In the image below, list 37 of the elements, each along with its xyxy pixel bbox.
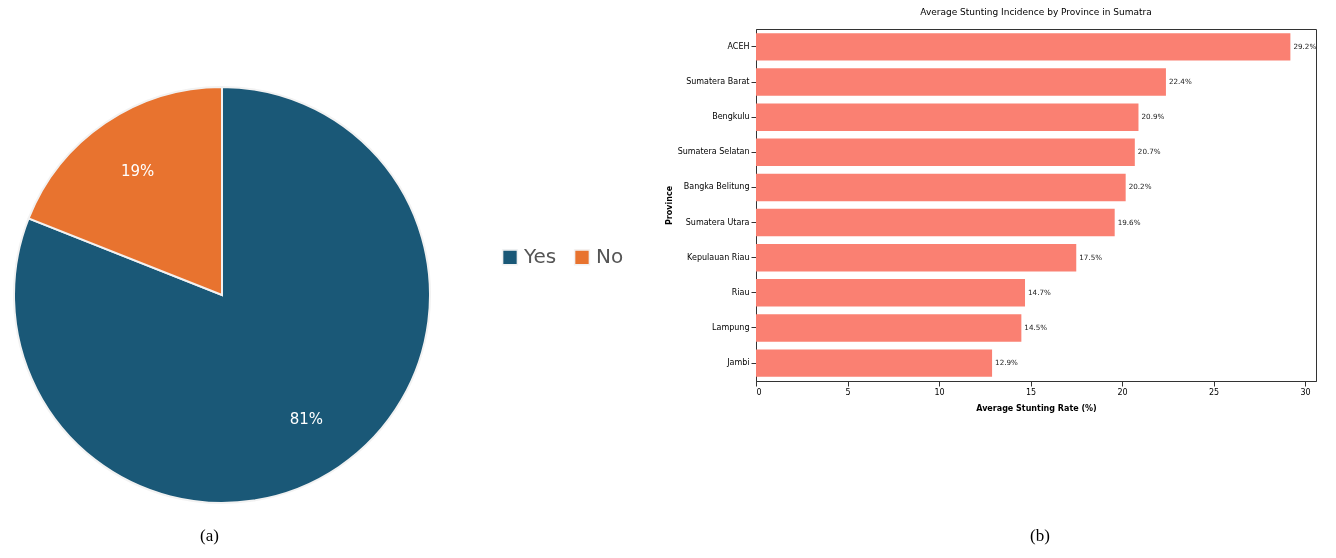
- legend-label: No: [596, 244, 624, 269]
- bar: [756, 138, 1135, 167]
- y-tick-label: Bengkulu: [712, 112, 750, 122]
- y-tick-label: Riau: [731, 287, 750, 297]
- x-tick-label: 25: [1208, 387, 1220, 397]
- data-label: 19%: [121, 161, 155, 180]
- x-tick-label: 10: [934, 387, 945, 397]
- y-axis-title: Province: [664, 185, 674, 226]
- x-tick-label: 0: [756, 387, 762, 397]
- text: (a): [200, 526, 219, 546]
- bar: [756, 314, 1022, 342]
- data-label: 81%: [289, 410, 323, 429]
- chart-title: Average Stunting Incidence by Province in Sumatra: [920, 7, 1152, 17]
- bar: [756, 33, 1291, 61]
- y-tick-label: Sumatera Selatan: [677, 147, 750, 157]
- y-tick-label: Lampung: [712, 322, 750, 332]
- y-tick-label: Sumatera Utara: [685, 217, 750, 227]
- x-tick-label: 30: [1300, 387, 1311, 397]
- text: (b): [1030, 526, 1050, 546]
- x-tick-label: 20: [1117, 387, 1128, 397]
- y-tick-label: Sumatera Barat: [686, 77, 750, 87]
- bar: [756, 279, 1026, 307]
- x-tick-label: 15: [1025, 387, 1037, 397]
- y-tick-label: Jambi: [726, 358, 750, 368]
- bar: [756, 173, 1126, 202]
- bar: [756, 208, 1115, 237]
- legend-label: Yes: [523, 244, 557, 269]
- y-tick-label: Kepulauan Riau: [687, 252, 750, 262]
- y-tick-label: ACEH: [727, 41, 750, 51]
- x-tick-label: 5: [845, 387, 851, 397]
- bar: [756, 68, 1166, 96]
- x-axis-title: Average Stunting Rate (%): [976, 403, 1097, 413]
- bar: [756, 349, 993, 377]
- bar: [756, 103, 1139, 131]
- bar: [756, 243, 1077, 272]
- pie-slice: [13, 86, 431, 504]
- y-tick-label: Bangka Belitung: [683, 182, 750, 192]
